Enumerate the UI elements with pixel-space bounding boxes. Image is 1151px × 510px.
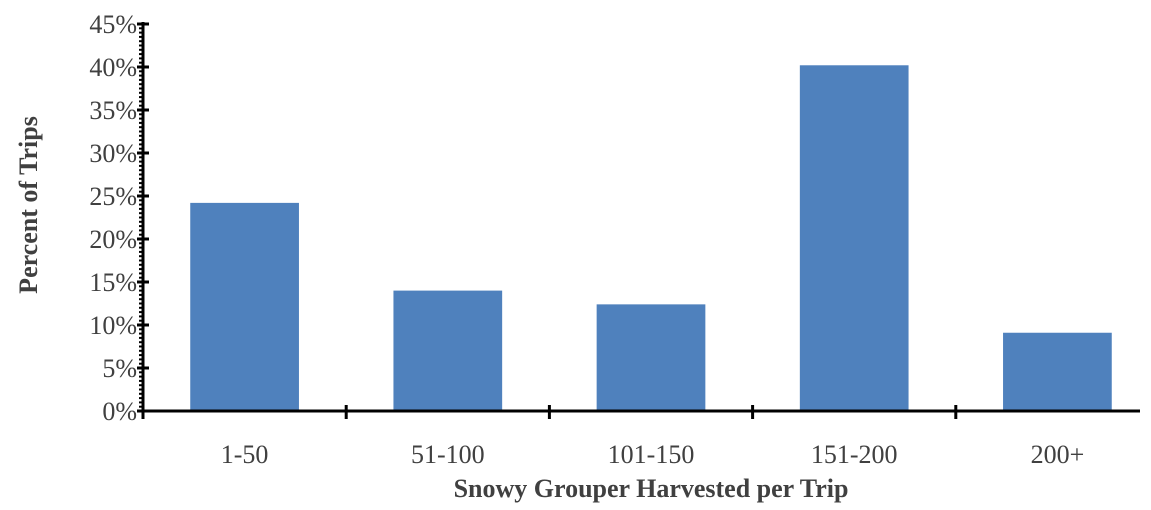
y-tick-label: 45% [89,10,137,39]
y-tick-label: 35% [89,96,137,125]
x-axis-ticks: 1-50 51-100 101-150 151-200 200+ [141,405,1085,469]
y-tick-label: 40% [89,53,137,82]
y-tick-label: 5% [102,354,137,383]
x-tick-label: 1-50 [221,440,269,469]
bar-group [190,65,1112,411]
bar [1003,332,1112,411]
bar [799,65,909,411]
y-tick-label: 15% [89,268,137,297]
x-tick-label: 51-100 [411,440,485,469]
bar [190,202,299,411]
y-tick-label: 25% [89,182,137,211]
y-tick-label: 20% [89,225,137,254]
bar [596,304,706,411]
y-axis-title: Percent of Trips [14,116,43,294]
x-axis-title: Snowy Grouper Harvested per Trip [454,474,849,503]
x-tick-label: 151-200 [811,440,898,469]
y-tick-label: 0% [102,397,137,426]
x-tick-label: 200+ [1031,440,1085,469]
x-tick-label: 101-150 [608,440,695,469]
bar [393,290,503,411]
y-tick-label: 10% [89,311,137,340]
y-axis-ticks: 0% 5% 10% 15% 20% 25% 30% 35% 40% 45% [89,10,149,426]
y-tick-label: 30% [89,139,137,168]
